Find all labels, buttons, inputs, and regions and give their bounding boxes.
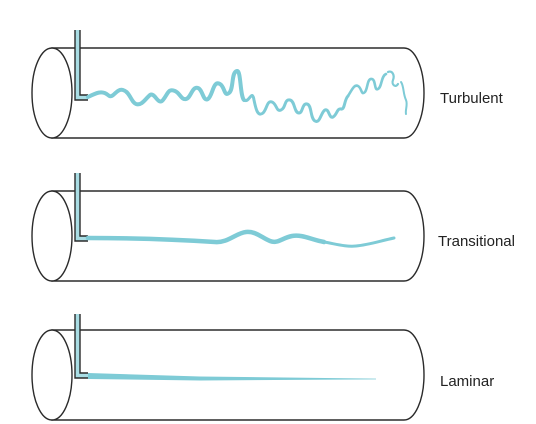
regime-label-laminar: Laminar	[440, 373, 494, 390]
pipe-inlet-turbulent	[31, 47, 73, 139]
regime-label-transitional: Transitional	[438, 233, 515, 250]
pipe-turbulent: Turbulent	[31, 30, 504, 139]
dye-streak-laminar-band	[88, 373, 376, 381]
dye-streak-laminar	[88, 373, 376, 381]
dye-injector-transitional	[74, 173, 88, 242]
regime-label-turbulent: Turbulent	[440, 90, 504, 107]
pipe-transitional: Transitional	[31, 173, 515, 282]
pipe-laminar: Laminar	[31, 314, 494, 421]
dye-injector-laminar	[74, 314, 88, 379]
pipe-inlet-transitional	[31, 190, 73, 282]
dye-streak-turbulent	[86, 68, 408, 123]
dye-injector-turbulent	[74, 30, 88, 101]
pipe-body-laminar	[51, 329, 425, 421]
dye-streak-transitional	[85, 229, 396, 248]
pipe-inlet-laminar	[31, 329, 73, 421]
